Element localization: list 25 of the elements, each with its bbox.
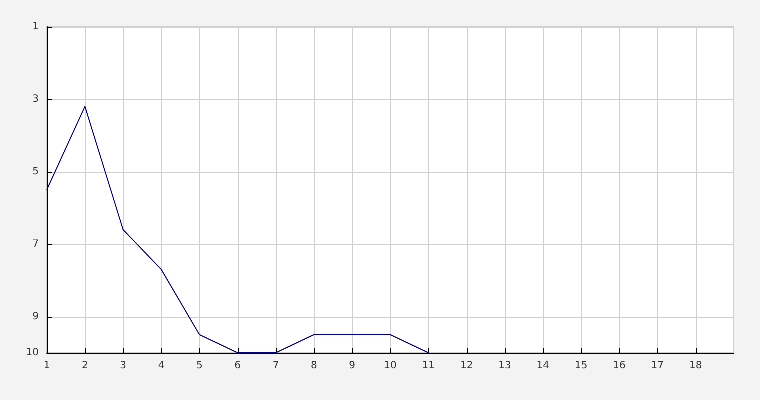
x-tick-label: 1 xyxy=(44,360,50,372)
y-tick-label: 7 xyxy=(32,238,39,250)
x-tick-label: 8 xyxy=(310,360,318,372)
x-tick-label: 7 xyxy=(272,360,280,372)
x-tick-label: 11 xyxy=(422,360,436,372)
x-tick-label: 12 xyxy=(460,360,474,372)
x-tick-label: 5 xyxy=(196,360,203,372)
x-tick-label: 17 xyxy=(651,360,664,372)
x-tick-label: 15 xyxy=(574,360,588,372)
y-tick-label: 10 xyxy=(26,348,39,358)
line-series xyxy=(46,106,430,354)
x-tick-label: 2 xyxy=(82,360,88,372)
y-tick-label: 3 xyxy=(32,94,39,105)
x-tick-label: 6 xyxy=(234,360,242,372)
x-tick-label: 4 xyxy=(158,360,165,372)
x-tick-label: 14 xyxy=(536,360,550,372)
x-tick-label: 10 xyxy=(384,360,397,372)
x-tick-label: 3 xyxy=(120,360,127,372)
y-tick-label: 9 xyxy=(32,311,39,322)
x-tick-label: 18 xyxy=(689,360,702,372)
x-tick-label: 16 xyxy=(613,360,626,372)
y-tick-label: 5 xyxy=(32,166,39,178)
x-tick-label: 13 xyxy=(498,360,512,372)
y-tick-label: 1 xyxy=(32,22,39,32)
x-tick-label: 9 xyxy=(349,360,356,372)
